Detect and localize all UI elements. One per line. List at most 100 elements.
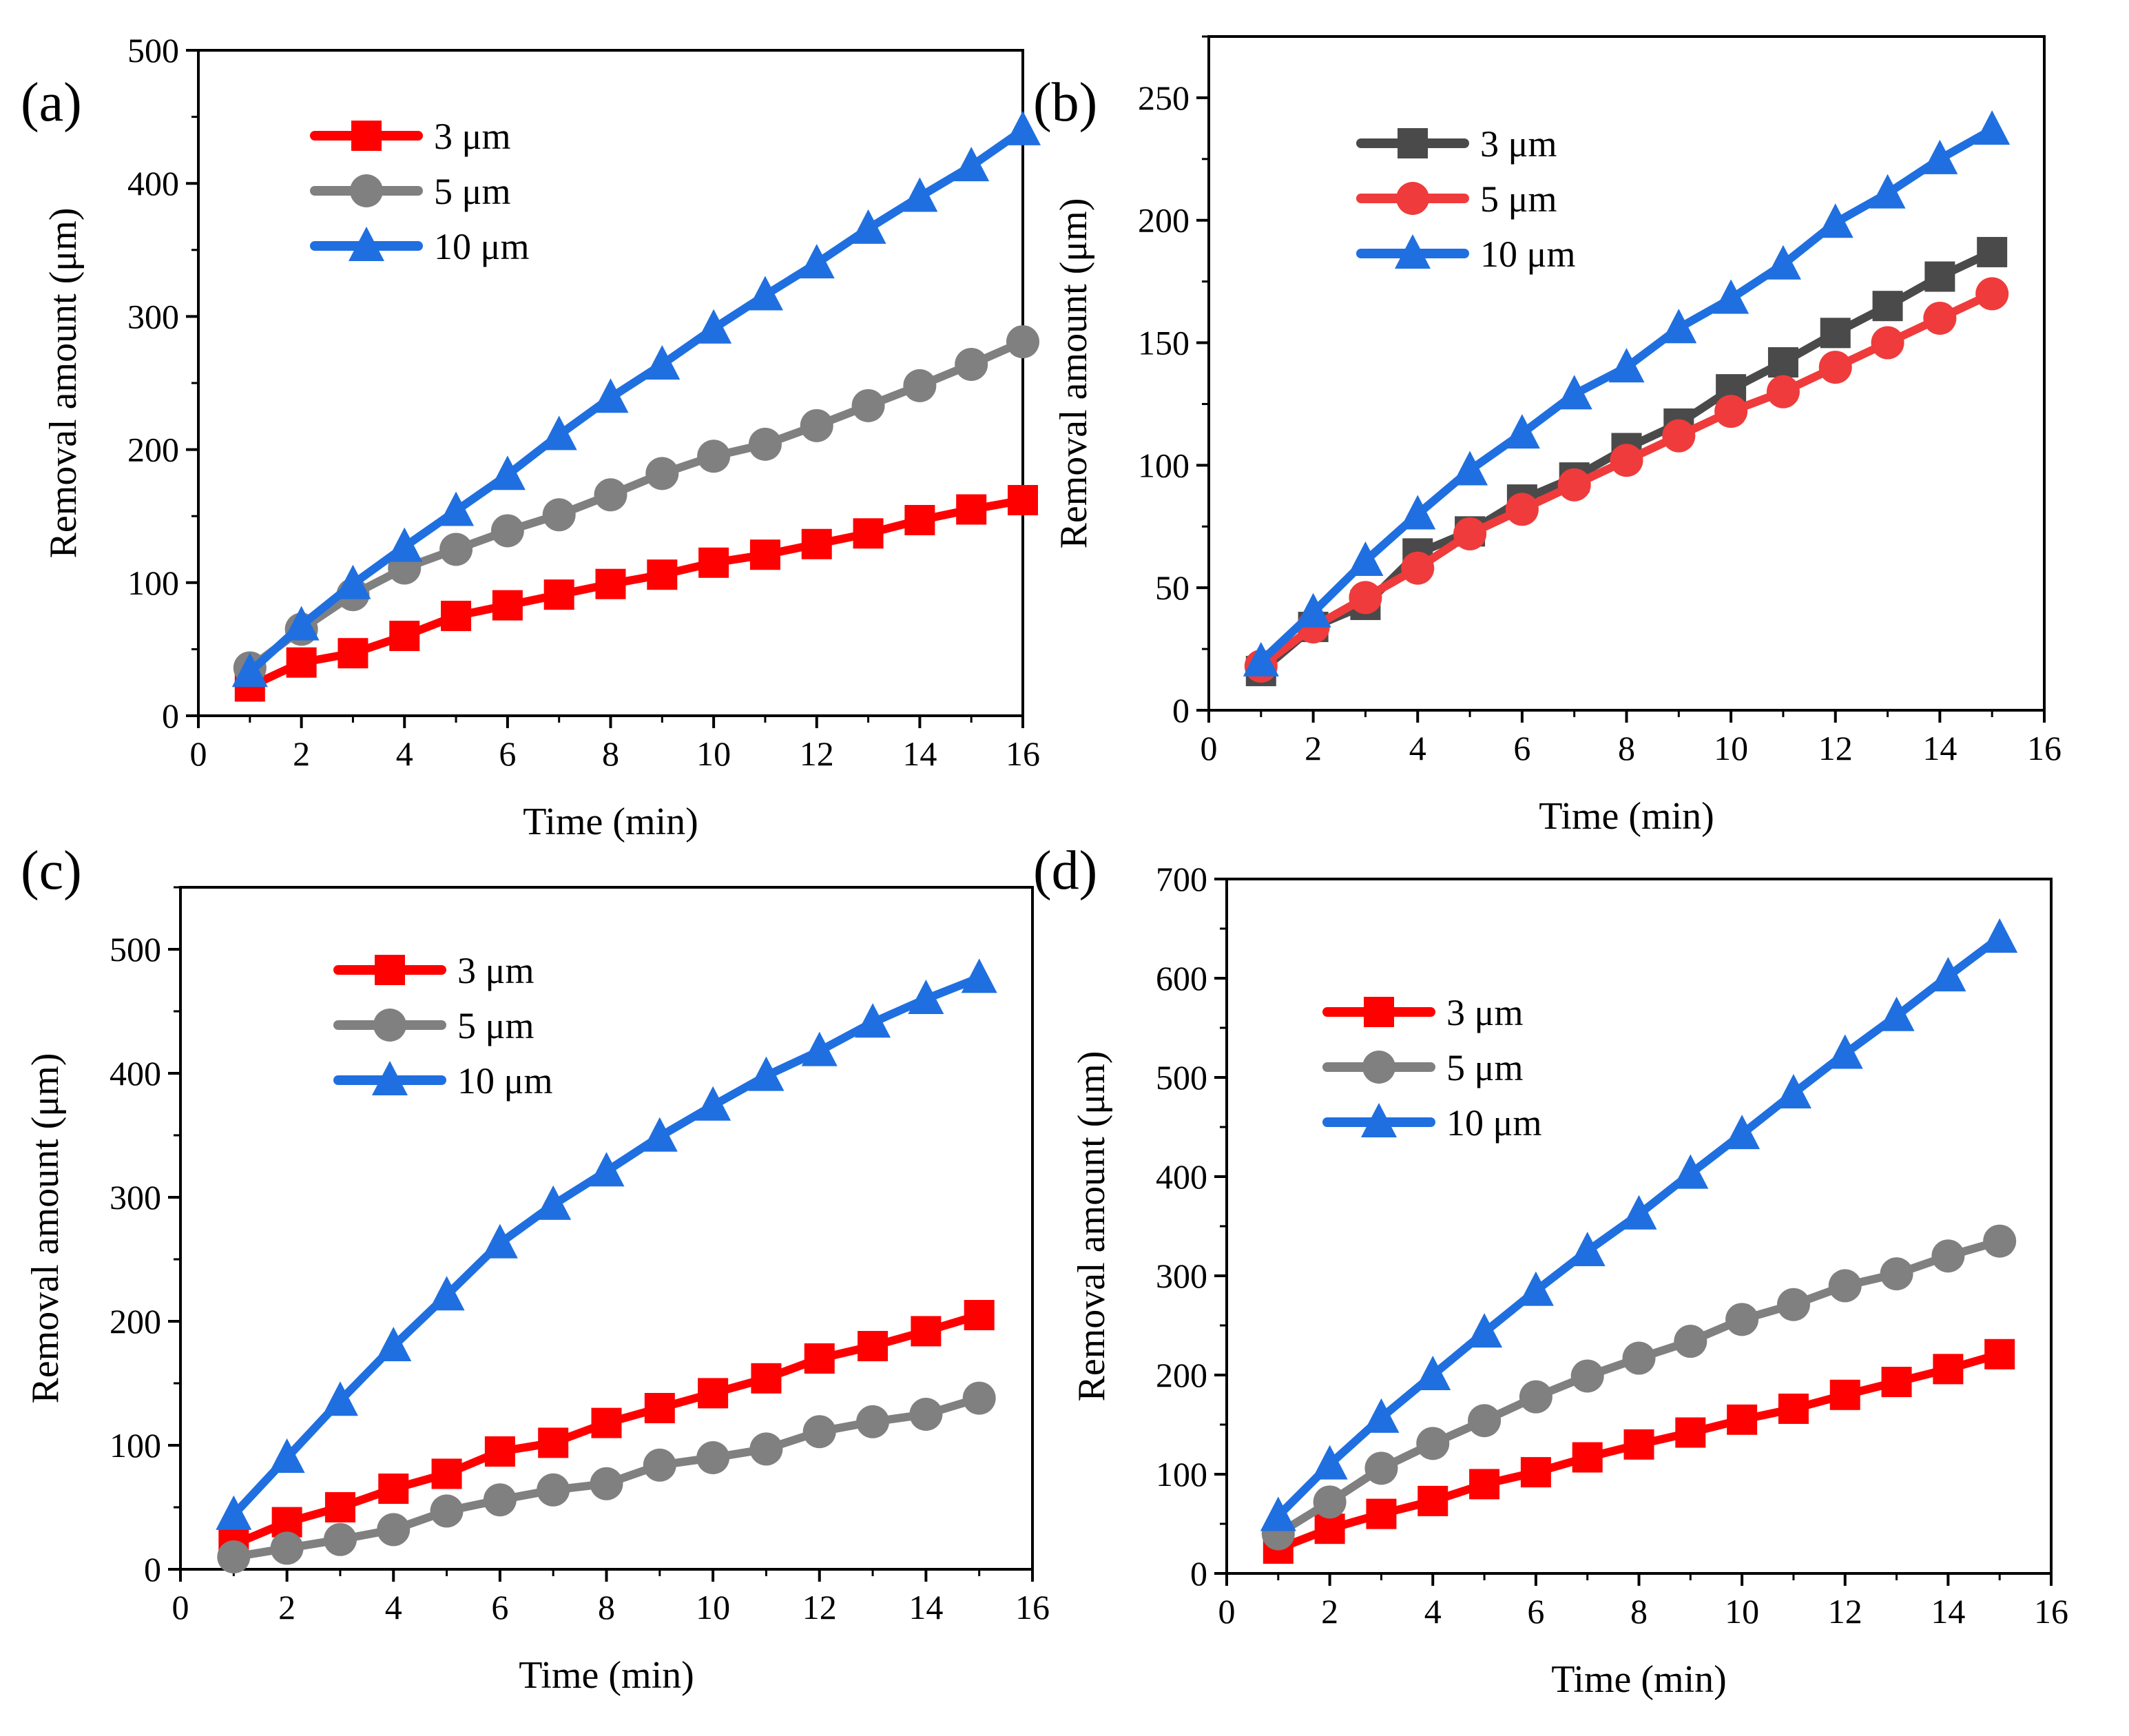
y-tick-label: 100 [1138, 446, 1190, 484]
data-point [441, 601, 472, 632]
data-point [481, 1223, 518, 1259]
x-tick-label: 8 [598, 1588, 615, 1626]
data-point [903, 369, 937, 402]
y-tick-label: 500 [110, 930, 161, 969]
data-point [1778, 1393, 1809, 1424]
data-point [1417, 1485, 1448, 1516]
data-point [1817, 203, 1853, 238]
legend-label: 3 μm [1446, 992, 1523, 1033]
data-point [858, 1331, 889, 1361]
y-tick-label: 0 [1172, 691, 1190, 730]
data-point [695, 1086, 731, 1121]
data-point [1608, 348, 1645, 383]
data-point [377, 1513, 411, 1547]
x-tick-label: 12 [800, 734, 834, 773]
series-10m [1243, 110, 2011, 676]
data-point [911, 1316, 942, 1347]
data-point [964, 1300, 995, 1330]
x-tick-label: 14 [908, 1588, 943, 1626]
data-point [322, 1381, 358, 1416]
data-point [1008, 485, 1038, 516]
panel-label: (b) [1033, 72, 1097, 133]
series-10m [216, 958, 997, 1530]
data-point [1871, 326, 1904, 360]
data-point [490, 514, 524, 548]
data-point [962, 1381, 996, 1415]
data-point [1827, 1034, 1863, 1069]
data-point [483, 1483, 517, 1517]
data-point [492, 590, 523, 621]
data-point [541, 415, 577, 451]
y-axis-title: Removal amount (μm) [1070, 1051, 1113, 1401]
legend-entry: 5 μm [1322, 1047, 1523, 1088]
data-point [269, 1438, 305, 1473]
x-tick-label: 6 [1513, 729, 1530, 767]
y-tick-label: 150 [1138, 324, 1190, 362]
x-tick-label: 16 [2034, 1592, 2068, 1631]
y-tick-label: 200 [1138, 201, 1190, 240]
data-point [851, 389, 885, 422]
legend-entry: 5 μm [333, 1005, 534, 1046]
panel-label: (d) [1033, 840, 1097, 901]
legend-marker [351, 121, 382, 151]
data-point [1714, 395, 1748, 428]
data-point [1366, 1498, 1397, 1529]
data-point [1922, 139, 1958, 174]
data-point [1724, 1115, 1761, 1150]
data-point [698, 1378, 729, 1409]
data-point [1243, 641, 1279, 676]
data-point [1872, 291, 1903, 322]
data-point [1982, 918, 2018, 953]
data-point [748, 1056, 785, 1091]
legend-label: 5 μm [434, 171, 510, 212]
y-tick-label: 200 [127, 431, 179, 469]
y-tick-label: 200 [110, 1302, 161, 1341]
y-tick-label: 400 [110, 1054, 161, 1093]
series-line [248, 496, 1024, 690]
data-point [961, 958, 997, 993]
y-tick-label: 100 [110, 1426, 161, 1465]
data-point [484, 1436, 515, 1467]
legend-marker [373, 1009, 406, 1042]
y-tick-label: 200 [1156, 1356, 1207, 1394]
legend-label: 5 μm [457, 1005, 534, 1046]
x-tick-label: 10 [696, 1588, 730, 1626]
y-tick-label: 400 [127, 164, 179, 203]
y-tick-label: 100 [127, 564, 179, 602]
y-tick-label: 300 [127, 297, 179, 335]
legend-entry: 10 μm [1356, 234, 1575, 275]
y-tick-label: 500 [1156, 1058, 1207, 1097]
series-5m [1244, 277, 2009, 683]
data-point [1977, 236, 2008, 267]
data-point [1364, 1451, 1398, 1485]
legend-label: 10 μm [457, 1060, 552, 1102]
data-point [1519, 1380, 1552, 1414]
data-point [1924, 261, 1955, 292]
data-point [644, 344, 681, 380]
data-point [696, 309, 732, 344]
data-point [535, 1185, 572, 1220]
data-point [270, 1531, 304, 1565]
data-point [1930, 957, 1966, 992]
data-point [1713, 279, 1749, 314]
x-tick-label: 4 [396, 734, 413, 773]
legend-marker [1361, 1103, 1397, 1137]
data-point [323, 1522, 357, 1556]
x-tick-label: 16 [2027, 729, 2062, 767]
data-point [378, 1474, 409, 1504]
data-point [1469, 1469, 1500, 1500]
series-line [247, 338, 1025, 672]
legend-entry: 10 μm [1322, 1102, 1541, 1144]
legend-entry: 3 μm [1356, 123, 1557, 165]
y-tick-label: 700 [1156, 860, 1207, 898]
data-point [1452, 451, 1488, 486]
x-tick-label: 8 [1618, 729, 1635, 767]
data-point [1504, 414, 1540, 449]
x-tick-label: 2 [293, 734, 310, 773]
data-point [595, 568, 626, 599]
data-point [1005, 110, 1041, 145]
data-point [1820, 318, 1851, 349]
legend-label: 3 μm [434, 116, 510, 157]
data-point [904, 504, 935, 535]
